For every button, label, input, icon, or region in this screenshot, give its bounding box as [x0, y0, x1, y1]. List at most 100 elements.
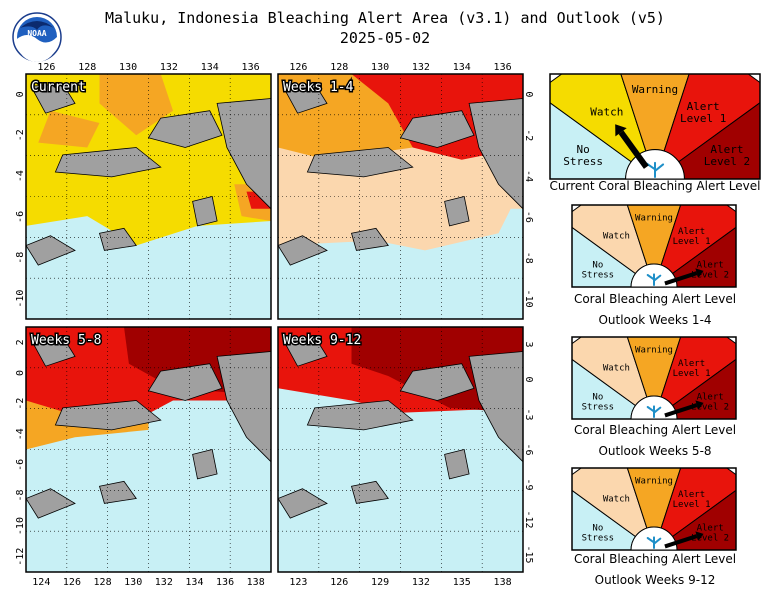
tick-label-top: 136	[242, 62, 260, 73]
tick-label-bottom: 135	[453, 577, 471, 588]
tick-label-bottom: 124	[32, 577, 50, 588]
tick-label-bottom: 130	[124, 577, 142, 588]
gauge-caption: Coral Bleaching Alert Level Outlook Weeks…	[573, 423, 737, 458]
gauge-label-no_stress: No Stress	[582, 260, 615, 280]
gauge-label-no_stress: No Stress	[582, 523, 615, 543]
gauge-label-watch: Watch	[590, 106, 623, 119]
panel-label: Current	[31, 80, 86, 95]
alert-region	[38, 110, 100, 148]
land-mass	[444, 449, 470, 480]
gauge-current: No Stress Watch Warning Alert Level 1 Alert Lev…	[545, 72, 765, 185]
tick-label-left: -4	[15, 428, 26, 440]
land-mass	[306, 147, 414, 178]
gauge-needle-head	[695, 531, 704, 541]
tick-label-right: -6	[523, 211, 534, 223]
tick-label-top: 126	[37, 62, 55, 73]
tick-label-top: 128	[78, 62, 96, 73]
gauge-label-alert1: Alert Level 1	[673, 226, 711, 246]
page-title: Maluku, Indonesia Bleaching Alert Area (…	[105, 9, 665, 27]
tick-label-right: -2	[523, 129, 534, 141]
gauge-label-alert1: Alert Level 1	[680, 100, 726, 125]
tick-label-left: -6	[15, 459, 26, 471]
tick-label-bottom: 138	[247, 577, 265, 588]
land-mass	[98, 227, 137, 251]
coral-icon	[645, 161, 665, 178]
tick-label-bottom: 132	[412, 577, 430, 588]
map-frame	[25, 73, 272, 320]
logo-text: NOAA	[27, 29, 46, 38]
gauge-caption: Current Coral Bleaching Alert Level	[549, 179, 761, 193]
gauge-label-no_stress: No Stress	[563, 143, 603, 168]
panel-label: Weeks 1-4	[283, 80, 354, 95]
tick-label-right: 3	[523, 341, 534, 347]
tick-label-bottom: 126	[63, 577, 81, 588]
tick-label-bottom: 123	[289, 577, 307, 588]
gauge-weeks-9-12: No Stress Watch Warning Alert Level 1 Alert Lev…	[568, 466, 740, 556]
tick-label-left: -8	[15, 489, 26, 501]
tick-label-right: -15	[523, 545, 534, 563]
gauge-label-warning: Warning	[635, 213, 673, 223]
map-panel-weeks-9-12: Weeks 9-12 123 126 129 132 135 138 3 0 -3 -6 -9 -12 -…	[277, 326, 534, 588]
gauge-label-no_stress: No Stress	[582, 392, 615, 412]
gauge-needle	[664, 271, 698, 286]
map-panel-weeks-1-4: Weeks 1-4 126 128 130 132 134 136 0 -2 -4 -6 -8 -10	[277, 62, 534, 320]
gauge-label-watch: Watch	[603, 363, 630, 373]
tick-label-left: -10	[15, 290, 26, 308]
tick-label-top: 126	[289, 62, 307, 73]
land-mass	[30, 336, 76, 367]
tick-label-right: -4	[523, 170, 534, 182]
map-frame	[277, 326, 524, 573]
tick-label-bottom: 138	[494, 577, 512, 588]
alert-region	[26, 216, 271, 319]
gauge-needle	[664, 534, 698, 549]
land-mass	[278, 235, 328, 266]
tick-label-bottom: 128	[94, 577, 112, 588]
gauge-label-alert2: Alert Level 2	[704, 143, 750, 168]
map-frame	[277, 73, 524, 320]
tick-label-top: 128	[330, 62, 348, 73]
land-mass	[26, 488, 76, 519]
land-mass	[444, 196, 470, 227]
tick-label-right: -3	[523, 408, 534, 420]
land-mass	[350, 227, 389, 251]
tick-label-left: -8	[15, 252, 26, 264]
land-mass	[282, 336, 328, 367]
land-mass	[278, 488, 328, 519]
gauge-label-warning: Warning	[635, 476, 673, 486]
tick-label-right: -8	[523, 252, 534, 264]
gauge-label-alert2: Alert Level 2	[691, 392, 729, 412]
tick-label-left: -2	[15, 129, 26, 141]
noaa-logo: NOAA	[12, 12, 62, 62]
land-mass	[147, 363, 223, 401]
tick-label-right: -9	[523, 478, 534, 490]
land-mass	[192, 449, 218, 480]
page-date: 2025-05-02	[339, 29, 431, 47]
gauge-label-watch: Watch	[603, 494, 630, 504]
alert-region	[278, 208, 523, 319]
land-mass	[282, 83, 328, 114]
gauge-needle-head	[695, 400, 704, 410]
tick-label-top: 130	[371, 62, 389, 73]
tick-label-left: -4	[15, 170, 26, 182]
gauge-label-warning: Warning	[635, 345, 673, 355]
tick-label-top: 130	[119, 62, 137, 73]
land-mass	[147, 110, 223, 148]
tick-label-top: 132	[412, 62, 430, 73]
land-mass	[399, 363, 475, 401]
tick-label-bottom: 136	[216, 577, 234, 588]
tick-label-top: 136	[494, 62, 512, 73]
gauge-needle	[618, 130, 649, 169]
gauge-caption: Coral Bleaching Alert Level Outlook Weeks…	[573, 552, 737, 587]
land-mass	[98, 480, 137, 504]
tick-label-right: -10	[523, 290, 534, 308]
map-panel-current: Current 126 128 130 132 134 136 0 -2 -4 -6 -8 -10	[15, 62, 272, 320]
tick-label-bottom: 129	[371, 577, 389, 588]
tick-label-left: 0	[15, 370, 26, 376]
tick-label-bottom: 134	[185, 577, 203, 588]
tick-label-bottom: 126	[330, 577, 348, 588]
coral-icon	[646, 273, 662, 286]
tick-label-top: 134	[201, 62, 219, 73]
tick-label-left: -12	[15, 548, 26, 566]
map-panel-weeks-5-8: Weeks 5-8 124 126 128 130 132 134 136 138 2 0 -2 -4 -…	[15, 326, 272, 588]
